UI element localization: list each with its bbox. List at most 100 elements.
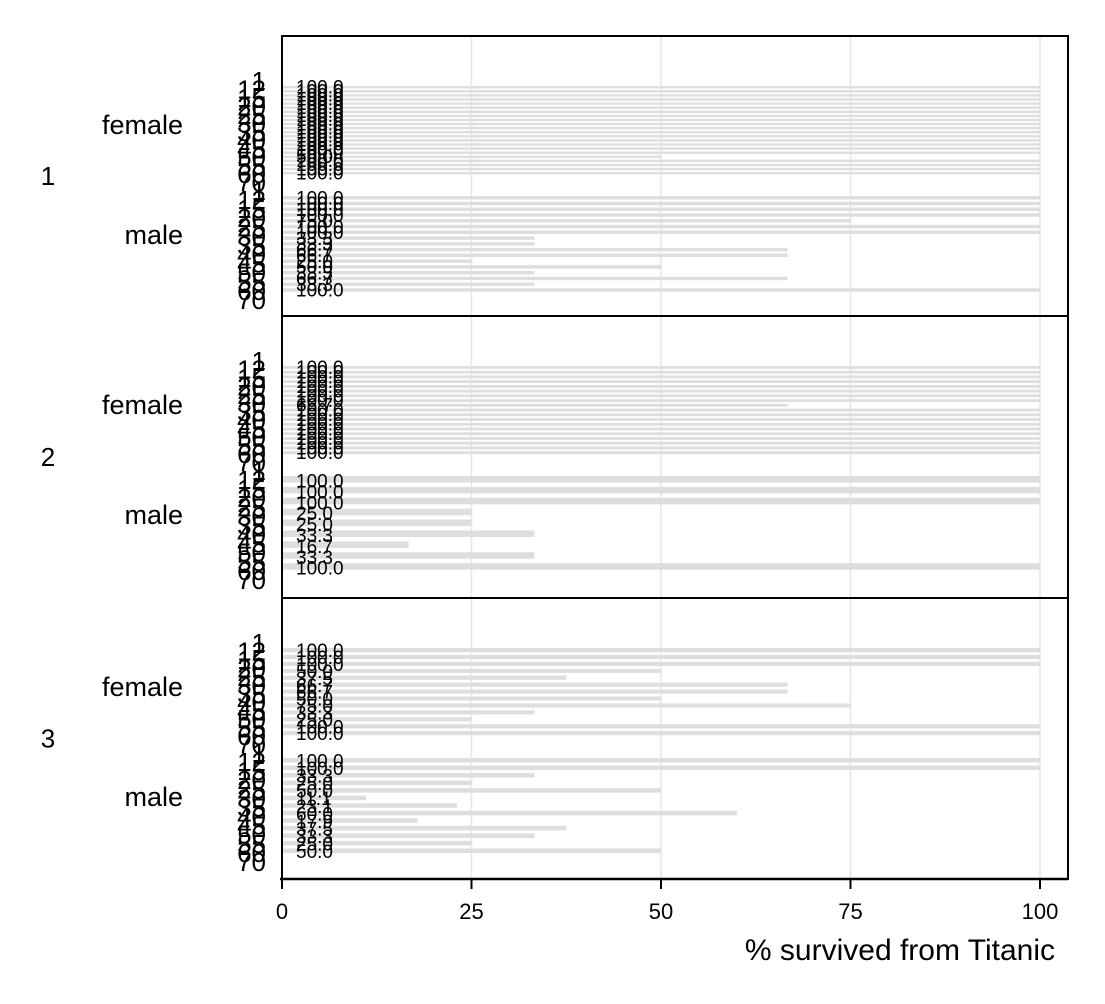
data-label: 100.0 [296,86,344,107]
bar [282,648,1040,653]
bar [282,90,1040,93]
data-label: 100.0 [296,724,344,745]
data-label: 100.0 [296,98,344,119]
group-label: 2 [41,442,55,472]
subgroup-label: female [102,110,183,140]
bar [282,370,1040,374]
bar [282,270,535,275]
bar [282,413,1040,417]
age-label: 15 [237,756,266,786]
bar [282,773,535,778]
data-label: 100.0 [296,155,344,176]
age-label: 60 [237,439,266,469]
age-label: 45 [237,529,266,559]
data-label: 100.0 [296,419,344,440]
bar [282,114,1040,118]
data-label: 25.0 [296,504,333,525]
age-label: 12 [237,74,266,104]
age-label: 25 [237,774,266,804]
bar [282,675,567,680]
data-label: 100.0 [296,90,344,111]
age-label: 12 [237,747,266,777]
bar [282,224,1040,229]
data-label: 100.0 [296,151,344,172]
data-label: 100.0 [296,217,344,238]
data-label: 37.5 [296,669,333,690]
label-layer: 1female100.0100.0100.0100.0100.0100.0100… [41,66,344,877]
data-label: 100.0 [296,118,344,139]
bar [282,563,1040,570]
data-label: 100.0 [296,377,344,398]
bar [282,418,1040,421]
bar [282,486,1040,494]
age-label: 15 [237,194,266,224]
bar [282,703,851,708]
bar [282,171,1040,175]
bar [282,661,1040,666]
bar [282,230,1040,235]
bar [282,403,788,407]
data-label: 100.0 [296,358,344,379]
subgroup-label: male [124,220,183,250]
data-label: 100.0 [296,139,344,160]
data-label: 100.0 [296,382,344,403]
age-label: 25 [237,212,266,242]
x-axis-title: % survived from Titanic [745,934,1055,967]
bar [282,207,1040,211]
data-label: 100.0 [296,94,344,115]
age-label: 55 [237,547,266,577]
age-label: 35 [237,230,266,260]
age-label: 20 [237,653,266,683]
data-label: 33.3 [296,235,333,256]
bar [282,508,472,516]
age-label: 30 [237,388,266,418]
data-label: 50.0 [296,662,333,683]
data-label: 33.3 [296,548,333,569]
bar [282,758,1040,763]
age-label: 25 [237,100,266,130]
age-label: 60 [237,276,266,306]
data-label: 100.0 [296,163,344,184]
bar [282,242,535,246]
bar [282,689,788,694]
age-label: 40 [237,125,266,155]
data-label: 100.0 [296,434,344,455]
data-label: 33.3 [296,827,333,848]
data-label: 33.3 [296,229,333,250]
data-label: 100.0 [296,188,344,209]
bar [282,384,1040,388]
data-label: 100.0 [296,367,344,388]
bar [282,236,535,240]
age-label: 20 [237,483,266,513]
data-label: 25.0 [296,252,333,273]
bar [282,541,409,548]
data-label: 100.0 [296,759,344,780]
data-label: 100.0 [296,717,344,738]
bar [282,399,1040,402]
age-label: 45 [237,811,266,841]
age-label: 40 [237,687,266,717]
age-label: 15 [237,83,266,113]
bar [282,219,851,223]
subgroup-label: female [102,672,183,702]
bar [282,155,661,158]
age-label: 50 [237,704,266,734]
bar [282,497,1040,505]
data-label: 100.0 [296,438,344,459]
data-label: 100.0 [296,493,344,514]
data-label: 25.0 [296,710,333,731]
age-label: 25 [237,380,266,410]
x-axis: 0 25 50 75 100 [276,877,1068,924]
data-label: 100.0 [296,443,344,464]
group-label: 1 [41,161,55,191]
data-label: 100.0 [296,194,344,215]
bar [282,201,1040,206]
age-label: 1 [252,176,266,206]
age-label: 20 [237,371,266,401]
age-label: 15 [237,474,266,504]
bar [282,780,472,786]
bar [282,276,788,281]
bar [282,833,535,838]
age-label: 55 [237,267,266,297]
bar [282,446,1040,450]
